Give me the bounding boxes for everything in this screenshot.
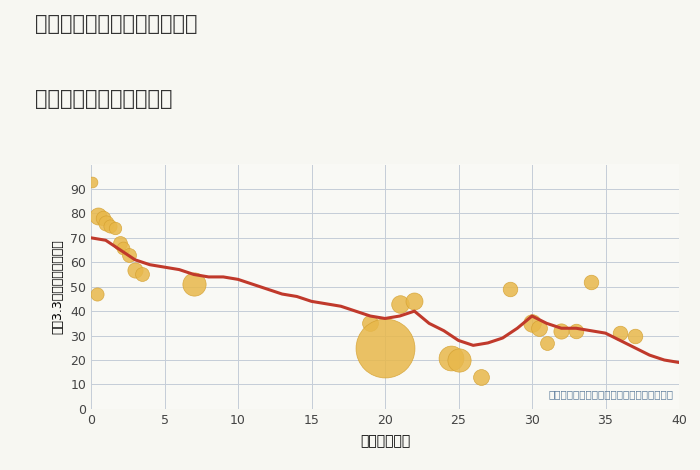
Point <box>100 219 111 227</box>
Point <box>394 300 405 307</box>
Text: 円の大きさは、取引のあった物件面積を示す: 円の大きさは、取引のあった物件面積を示す <box>548 389 673 399</box>
Y-axis label: 坪（3.3㎡）単価（万円）: 坪（3.3㎡）単価（万円） <box>52 239 64 334</box>
Point <box>365 320 376 327</box>
Point <box>629 332 641 339</box>
Point <box>556 327 567 335</box>
Point <box>379 344 391 352</box>
Point <box>188 281 199 288</box>
Point <box>526 320 538 327</box>
Point <box>92 212 104 219</box>
Point <box>109 224 120 232</box>
Point <box>615 329 626 337</box>
Point <box>136 271 148 278</box>
Text: 築年数別中古戸建て価格: 築年数別中古戸建て価格 <box>35 89 172 110</box>
Point <box>97 214 108 222</box>
Point <box>585 278 596 286</box>
Point <box>409 298 420 305</box>
Point <box>534 324 545 332</box>
Point <box>475 373 486 381</box>
Point <box>446 354 457 361</box>
X-axis label: 築年数（年）: 築年数（年） <box>360 434 410 448</box>
Point <box>118 244 129 251</box>
Point <box>541 339 552 347</box>
Point <box>453 356 464 364</box>
Point <box>104 222 116 229</box>
Point <box>124 251 135 258</box>
Text: 福岡県久留米市北野町今山の: 福岡県久留米市北野町今山の <box>35 14 197 34</box>
Point <box>130 266 141 274</box>
Point <box>91 290 102 298</box>
Point <box>87 178 98 185</box>
Point <box>115 239 126 246</box>
Point <box>504 285 515 293</box>
Point <box>570 327 582 335</box>
